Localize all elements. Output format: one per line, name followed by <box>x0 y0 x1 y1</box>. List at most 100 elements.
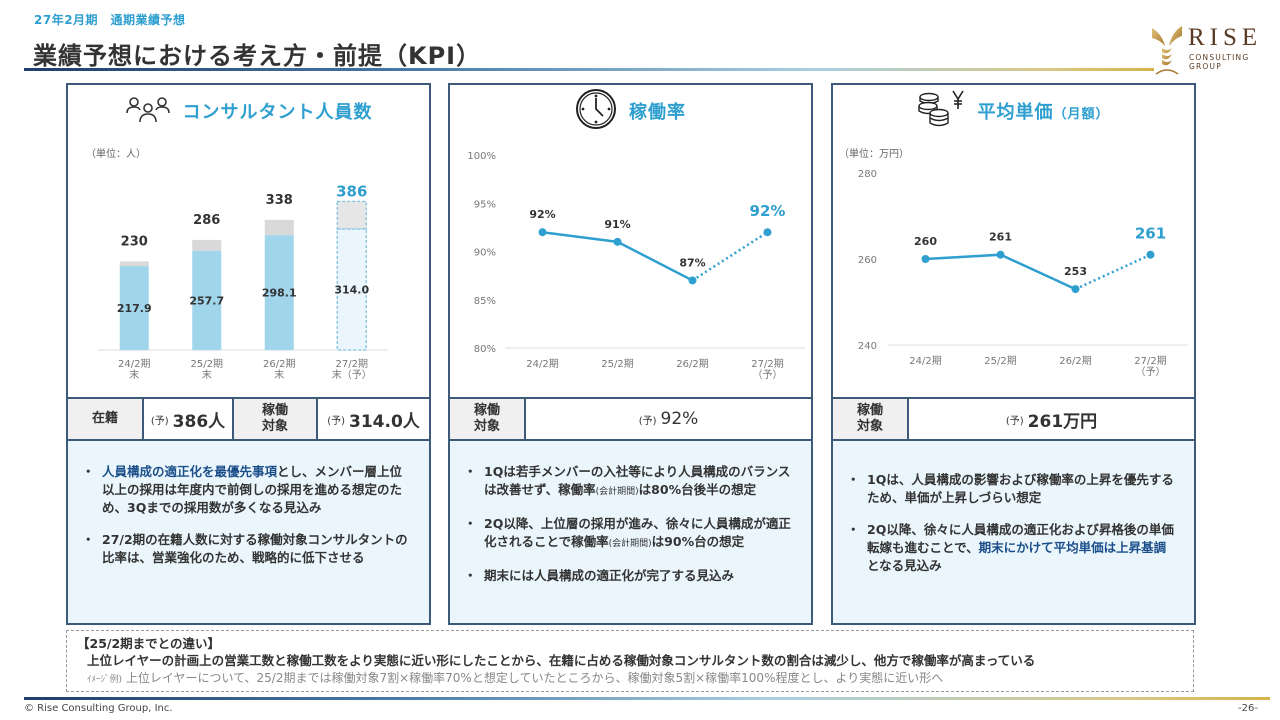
difference-note-box: 【25/2期までとの違い】 上位レイヤーの計画上の営業工数と稼働工数をより実態に… <box>66 630 1194 692</box>
kpi-label-active: 稼働 対象 <box>234 399 318 439</box>
forecast-mark: (予) <box>1005 415 1024 427</box>
section-subtitle: 27年2月期 通期業績予想 <box>34 13 186 27</box>
bar-active <box>119 266 149 350</box>
bar-inner-label: 257.7 <box>189 294 224 307</box>
logo-wordmark: RISE <box>1188 24 1263 51</box>
data-point <box>1146 250 1155 259</box>
data-point <box>1071 285 1080 294</box>
note-text: となる見込み <box>867 558 942 573</box>
data-point <box>921 255 930 263</box>
data-label: 91% <box>604 218 630 231</box>
data-label: 260 <box>914 235 937 248</box>
series-line-actual <box>925 253 1077 291</box>
footer-divider <box>24 697 1270 700</box>
y-tick-label: 260 <box>858 255 877 266</box>
notes-box: 人員構成の適正化を最優先事項とし、メンバー層上位以上の採用は年度内で前倒しの採用… <box>68 441 429 623</box>
kpi-number: 386人 <box>172 411 226 432</box>
x-tick-label: 末 <box>129 368 139 381</box>
kpi-row: 稼働 対象 (予) 92% <box>450 397 811 441</box>
y-tick-label: 85% <box>474 296 496 307</box>
panel-title-main: 平均単価 <box>977 102 1054 123</box>
x-tick-label: 24/2期 <box>909 355 941 367</box>
note-text: とし、メンバー層上位以上の採用は年度内で前倒しの採用を進める想定のため、3Qまで… <box>102 464 403 515</box>
bar-total-label: 286 <box>193 213 220 228</box>
kpi-label-enrolled: 在籍 <box>68 399 144 439</box>
panel-title: 稼働率 <box>629 102 686 123</box>
bar-inner-label: 217.9 <box>117 302 152 315</box>
note-text: 1Qは、人員構成の影響および稼働率の上昇を優先するため、単価が上昇しづらい想定 <box>867 472 1174 505</box>
note-text: 2Q以降、上位層の採用が進み、徐々に人員構成が適正化されることで稼働率 <box>484 516 791 549</box>
data-label: 87% <box>679 256 705 269</box>
x-tick-label: 27/2期 <box>336 358 368 370</box>
x-tick-label: （予） <box>753 369 783 381</box>
unit-label: （単位：万円） <box>839 149 909 160</box>
y-tick-label: 100% <box>467 151 496 162</box>
bar-enrolled-gap <box>119 261 149 267</box>
copyright: © Rise Consulting Group, Inc. <box>24 703 173 714</box>
kpi-value-utilization: (予) 92% <box>526 399 811 439</box>
x-tick-label: 26/2期 <box>676 358 708 370</box>
bar-enrolled-gap <box>192 239 222 251</box>
bar-total-label: 230 <box>121 234 148 249</box>
notes-box: 1Qは若手メンバーの入社等により人員構成のバランスは改善せず、稼働率(会計期間)… <box>450 441 811 623</box>
data-label: 261 <box>989 231 1012 244</box>
panel-header: 稼働率 <box>450 88 811 134</box>
title-divider <box>24 68 1154 71</box>
forecast-mark: (予) <box>150 415 169 427</box>
x-tick-label: （予） <box>1136 366 1166 378</box>
note-text: 期末には人員構成の適正化が完了する見込み <box>484 568 735 583</box>
data-label: 253 <box>1064 265 1087 278</box>
kpi-number: 314.0人 <box>349 411 420 432</box>
bar-inner-label: 314.0 <box>334 284 369 297</box>
y-tick-label: 80% <box>474 344 496 355</box>
clock-icon <box>575 88 617 134</box>
note-highlight: 期末にかけて平均単価は上昇基調 <box>978 540 1167 555</box>
bar-total-label: 338 <box>266 193 293 208</box>
x-tick-label: 25/2期 <box>191 358 223 370</box>
kpi-number: 261万円 <box>1027 411 1098 432</box>
note-item: 1Qは若手メンバーの入社等により人員構成のバランスは改善せず、稼働率(会計期間)… <box>464 463 793 501</box>
note-subscript: (会計期間) <box>595 487 639 497</box>
panel-utilization: 稼働率 100% 95% 90% 85% 80% 92% 24/2期 91% 25/2期 87% 2… <box>448 83 813 625</box>
data-point <box>996 250 1005 259</box>
forecast-mark: (予) <box>638 415 657 427</box>
x-tick-label: 24/2期 <box>118 358 150 370</box>
x-tick-label: 末（予） <box>332 368 372 381</box>
kpi-label-active: 稼働 対象 <box>833 399 909 439</box>
bar-total-label: 386 <box>336 182 367 200</box>
y-tick-label: 280 <box>858 169 877 180</box>
series-line-forecast <box>1074 253 1152 291</box>
kpi-value-active: (予) 314.0人 <box>318 399 429 439</box>
notes-box: 1Qは、人員構成の影響および稼働率の上昇を優先するため、単価が上昇しづらい想定 … <box>833 441 1194 623</box>
panel-title: コンサルタント人員数 <box>182 102 373 123</box>
x-tick-label: 25/2期 <box>601 358 633 370</box>
panel-headcount: コンサルタント人員数 （単位：人） 230 217.9 24/2期末 286 257.7… <box>66 83 431 625</box>
bar-inner-label: 298.1 <box>262 287 297 300</box>
x-tick-label: 27/2期 <box>751 358 783 370</box>
bar-active <box>336 228 367 351</box>
example-prefix: ｲﾒｰｼﾞ例) <box>87 675 123 685</box>
page-number: -26- <box>1238 703 1258 714</box>
note-item: 2Q以降、徐々に人員構成の適正化および昇格後の単価転嫁も進むことで、期末にかけて… <box>847 521 1176 575</box>
data-label: 92% <box>529 208 555 221</box>
kpi-label-active: 稼働 対象 <box>450 399 526 439</box>
people-icon <box>125 95 171 127</box>
note-item: 人員構成の適正化を最優先事項とし、メンバー層上位以上の採用は年度内で前倒しの採用… <box>82 463 411 517</box>
x-tick-label: 末 <box>274 368 284 381</box>
headcount-bar-chart: 230 217.9 24/2期末 286 257.7 25/2期末 338 298.1 26/2… <box>98 182 388 381</box>
panel-header: コンサルタント人員数 <box>68 91 429 131</box>
company-logo: RISE CONSULTING GROUP <box>1148 20 1268 80</box>
kpi-value-enrolled: (予) 386人 <box>144 399 234 439</box>
bar-active <box>192 250 222 350</box>
y-tick-label: 90% <box>474 248 496 259</box>
logo-sub-line1: CONSULTING <box>1189 53 1250 62</box>
note-item: 1Qは、人員構成の影響および稼働率の上昇を優先するため、単価が上昇しづらい想定 <box>847 471 1176 507</box>
data-point <box>613 237 622 246</box>
panel-title-suffix: （月額） <box>1053 107 1110 122</box>
x-tick-label: 27/2期 <box>1134 355 1166 367</box>
panel-unit-price: 平均単価（月額） （単位：万円） 280 260 240 260 24/2期 261 25/… <box>831 83 1196 625</box>
bar-active <box>264 235 294 350</box>
example-text: 上位レイヤーについて、25/2期までは稼働対象7割×稼働率70%と想定していたと… <box>125 671 944 685</box>
bar-enrolled-gap <box>336 200 367 230</box>
x-tick-label: 末 <box>202 368 212 381</box>
